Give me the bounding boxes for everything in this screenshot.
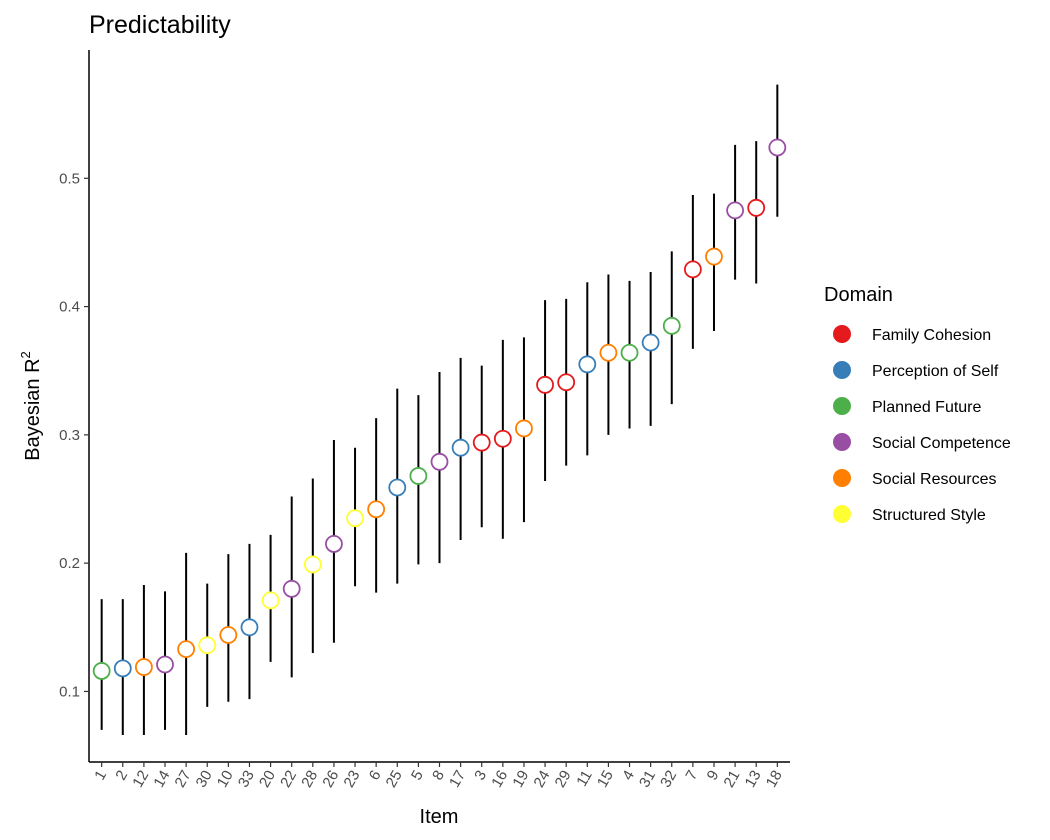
x-tick-label: 20: [256, 768, 279, 791]
x-tick-label: 33: [235, 768, 258, 791]
data-point: [705, 247, 723, 266]
x-tick-label: 28: [298, 768, 321, 791]
legend-key: [833, 325, 851, 343]
x-tick-label: 17: [446, 768, 469, 791]
x-tick-label: 31: [636, 768, 659, 791]
x-tick-label: 30: [193, 768, 216, 791]
y-tick-label: 0.3: [59, 427, 80, 444]
y-ticks: 0.1 0.2 0.3 0.4 0.5: [59, 170, 89, 700]
x-tick-label: 1: [91, 768, 110, 784]
data-point: [493, 429, 512, 448]
legend-label: Social Resources: [872, 471, 997, 488]
data-point: [156, 655, 174, 674]
data-point: [578, 355, 597, 374]
data-point: [92, 662, 111, 680]
legend-label: Perception of Self: [872, 363, 999, 380]
x-tick-label: 24: [530, 768, 553, 791]
x-tick-label: 2: [112, 768, 131, 784]
legend-label: Social Competence: [872, 435, 1011, 452]
x-tick-label: 15: [594, 768, 617, 791]
x-tick-label: 4: [619, 768, 638, 784]
data-point: [177, 640, 196, 659]
data-point: [134, 658, 153, 676]
legend-label: Planned Future: [872, 399, 982, 416]
chart-title: Predictability: [89, 11, 231, 39]
x-tick-label: 5: [408, 768, 427, 784]
x-tick-label: 10: [214, 768, 237, 791]
data-point: [303, 555, 322, 574]
legend-key: [833, 361, 851, 379]
legend-entries: Family Cohesion Perception of Self Planned…: [833, 325, 1011, 524]
data-point: [219, 626, 238, 644]
data-point: [472, 433, 491, 452]
x-tick-label: 21: [721, 768, 744, 791]
data-point: [536, 375, 554, 394]
legend-key: [833, 505, 851, 523]
data-point: [261, 591, 280, 610]
x-tick-label: 25: [383, 768, 406, 791]
y-axis-title-main: Bayesian R: [22, 358, 44, 460]
data-point: [388, 478, 407, 497]
x-tick-label: 19: [509, 768, 532, 791]
legend: Domain Family Cohesion Perception of Self…: [824, 284, 1011, 524]
data-point: [557, 373, 576, 392]
x-tick-label: 23: [340, 768, 363, 791]
data-point: [641, 333, 660, 352]
data-point: [282, 579, 301, 598]
legend-label: Family Cohesion: [872, 327, 991, 344]
x-tick-label: 26: [319, 768, 342, 791]
data-point: [599, 343, 618, 362]
x-axis-title: Item: [420, 806, 459, 828]
y-axis-title: Bayesian R2: [18, 351, 44, 461]
y-tick-label: 0.1: [59, 683, 80, 700]
data-point: [346, 509, 364, 528]
data-point: [683, 260, 702, 279]
x-tick-label: 6: [366, 768, 385, 784]
data-point: [515, 419, 533, 438]
data-point: [113, 659, 132, 678]
y-axis: 0.1 0.2 0.3 0.4 0.5: [59, 50, 90, 762]
y-tick-label: 0.5: [59, 170, 80, 187]
x-tick-label: 14: [150, 768, 173, 791]
legend-title: Domain: [824, 284, 893, 306]
x-tick-label: 29: [552, 768, 575, 791]
data-point: [198, 636, 217, 655]
x-tick-label: 3: [471, 768, 490, 784]
legend-key: [833, 397, 851, 415]
data-point: [662, 316, 681, 335]
x-tick-label: 12: [129, 768, 152, 791]
x-tick-label: 13: [742, 768, 765, 791]
data-point: [325, 535, 343, 553]
x-tick-label: 27: [172, 768, 195, 791]
legend-key: [833, 433, 851, 451]
x-tick-label: 8: [429, 768, 448, 784]
data-point: [430, 452, 449, 471]
data-point: [747, 198, 766, 217]
x-tick-label: 18: [763, 768, 786, 791]
y-tick-label: 0.2: [59, 555, 80, 572]
legend-label: Structured Style: [872, 507, 986, 524]
x-tick-label: 7: [682, 768, 701, 784]
x-tick-label: 16: [488, 768, 511, 791]
x-tick-label: 9: [704, 768, 723, 784]
x-tick-label: 11: [573, 768, 596, 790]
legend-key: [833, 469, 851, 487]
x-tick-label: 22: [277, 768, 300, 791]
x-tick-label: 32: [657, 768, 680, 791]
data-point: [240, 618, 259, 637]
data-point: [726, 201, 745, 220]
data-point: [451, 438, 470, 457]
data-point: [409, 467, 428, 485]
y-tick-label: 0.4: [59, 299, 80, 316]
y-axis-title-superscript: 2: [18, 351, 33, 358]
data-point: [367, 500, 386, 519]
data-points: [92, 138, 787, 680]
data-point: [620, 343, 639, 362]
data-point: [768, 138, 787, 157]
